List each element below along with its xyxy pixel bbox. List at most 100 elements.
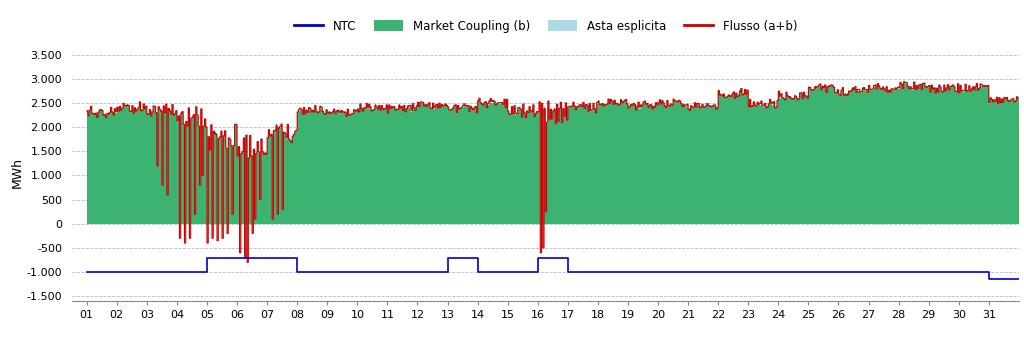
Bar <box>135 112 137 224</box>
Bar <box>106 221 109 224</box>
Bar <box>794 98 795 224</box>
Bar <box>385 109 386 224</box>
Bar <box>664 221 665 224</box>
Bar <box>926 86 928 224</box>
Bar <box>95 114 97 224</box>
Bar <box>480 221 481 224</box>
Bar <box>665 221 666 224</box>
Bar <box>200 221 201 224</box>
Bar <box>232 221 233 224</box>
Bar <box>807 97 808 224</box>
Bar <box>457 221 458 224</box>
Bar <box>117 221 118 224</box>
Bar <box>972 221 973 224</box>
Bar <box>779 221 781 224</box>
Bar <box>427 221 429 224</box>
Bar <box>794 221 795 224</box>
Bar <box>306 111 307 224</box>
Bar <box>784 99 785 224</box>
Bar <box>142 110 143 224</box>
Bar <box>995 100 996 224</box>
Bar <box>373 221 374 224</box>
Bar <box>292 137 294 224</box>
Bar <box>324 113 325 224</box>
Bar <box>206 221 207 224</box>
Bar <box>236 221 238 224</box>
Bar <box>187 221 188 224</box>
Bar <box>195 221 196 224</box>
Bar <box>536 221 537 224</box>
Bar <box>407 221 408 224</box>
Bar <box>946 87 947 224</box>
Bar <box>930 91 931 224</box>
Bar <box>813 89 815 224</box>
Bar <box>273 221 274 224</box>
Bar <box>979 221 980 224</box>
Bar <box>95 221 97 224</box>
Bar <box>283 209 284 224</box>
Bar <box>1013 98 1014 224</box>
Bar <box>419 221 420 224</box>
Bar <box>952 221 953 224</box>
Bar <box>332 112 334 224</box>
Bar <box>608 100 609 224</box>
Bar <box>278 221 279 224</box>
Bar <box>733 92 734 224</box>
Bar <box>294 221 295 224</box>
Bar <box>435 104 436 224</box>
Bar <box>812 221 813 224</box>
Bar <box>139 221 140 224</box>
Bar <box>869 89 871 224</box>
Bar <box>518 221 519 224</box>
Bar <box>824 221 826 224</box>
Bar <box>629 108 631 224</box>
Bar <box>189 221 190 224</box>
Bar <box>284 221 285 224</box>
Bar <box>182 112 183 224</box>
Bar <box>969 221 970 224</box>
Bar <box>463 107 464 224</box>
Bar <box>309 221 311 224</box>
Bar <box>331 112 333 224</box>
Bar <box>378 221 379 224</box>
Bar <box>996 98 997 224</box>
Bar <box>676 221 677 224</box>
Bar <box>955 221 956 224</box>
Bar <box>763 221 765 224</box>
Bar <box>963 92 964 224</box>
Bar <box>108 113 110 224</box>
Bar <box>762 221 763 224</box>
Bar <box>760 221 761 224</box>
Bar <box>510 221 511 224</box>
Bar <box>791 221 793 224</box>
Bar <box>253 150 255 224</box>
Bar <box>692 221 693 224</box>
Bar <box>756 105 757 224</box>
Bar <box>852 221 854 224</box>
Bar <box>203 126 205 224</box>
Bar <box>594 221 595 224</box>
Bar <box>934 88 935 224</box>
Bar <box>564 221 565 224</box>
Bar <box>112 111 113 224</box>
Bar <box>733 221 734 224</box>
Bar <box>464 221 465 224</box>
Bar <box>482 104 484 224</box>
Bar <box>640 221 642 224</box>
Bar <box>868 221 869 224</box>
Bar <box>600 105 602 224</box>
Bar <box>332 221 334 224</box>
Bar <box>666 106 667 224</box>
Bar <box>391 108 392 224</box>
Bar <box>858 221 860 224</box>
Bar <box>720 93 721 224</box>
Bar <box>369 104 370 224</box>
Bar <box>403 221 404 224</box>
Bar <box>167 221 168 224</box>
Bar <box>442 221 443 224</box>
Bar <box>133 221 134 224</box>
Bar <box>853 89 855 224</box>
Bar <box>547 221 548 224</box>
Bar <box>526 112 527 224</box>
Bar <box>431 221 432 224</box>
